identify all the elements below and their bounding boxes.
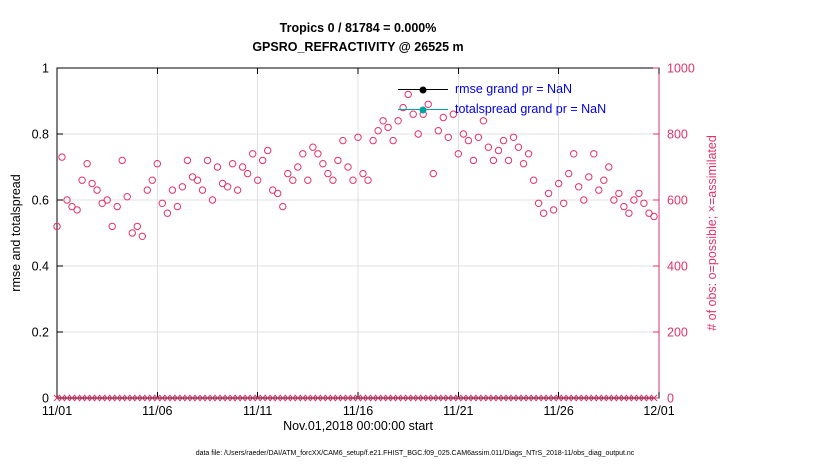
svg-text:600: 600: [667, 194, 688, 208]
totalspread-line-marker-icon: [398, 106, 448, 113]
legend-item-totalspread: totalspread grand pr = NaN: [398, 99, 606, 119]
svg-text:200: 200: [667, 326, 688, 340]
svg-text:400: 400: [667, 260, 688, 274]
svg-text:11/01: 11/01: [42, 404, 72, 418]
svg-text:0.2: 0.2: [32, 326, 49, 340]
axis-ticks: [56, 67, 660, 399]
svg-text:1: 1: [42, 62, 49, 76]
svg-text:11/16: 11/16: [343, 404, 373, 418]
x-axis-label: Nov.01,2018 00:00:00 start: [283, 419, 433, 433]
svg-text:0.4: 0.4: [32, 260, 49, 274]
chart-title-line2: GPSRO_REFRACTIVITY @ 26525 m: [252, 40, 464, 54]
data-file-footer: data file: /Users/raeder/DAI/ATM_forcXX/…: [195, 450, 635, 457]
svg-text:0.8: 0.8: [32, 128, 49, 142]
svg-text:11/21: 11/21: [443, 404, 473, 418]
svg-text:11/06: 11/06: [142, 404, 172, 418]
svg-text:0.6: 0.6: [32, 194, 49, 208]
svg-text:11/26: 11/26: [543, 404, 573, 418]
y-axis-right-label: # of obs: o=possible; ×=assimilated: [705, 135, 719, 331]
possible-obs-points: [53, 90, 658, 241]
legend: rmse grand pr = NaN totalspread grand pr…: [398, 79, 606, 119]
legend-item-rmse: rmse grand pr = NaN: [398, 79, 606, 99]
svg-text:12/01: 12/01: [643, 404, 674, 418]
legend-label-rmse: rmse grand pr = NaN: [455, 82, 573, 96]
svg-text:800: 800: [667, 128, 688, 142]
chart-title-line1: Tropics 0 / 81784 = 0.000%: [279, 21, 437, 35]
tick-labels: 11/01 11/06 11/11 11/16 11/21 11/26 12/0100.20…: [32, 62, 695, 419]
svg-text:1000: 1000: [667, 62, 695, 76]
rmse-line-marker-icon: [398, 86, 448, 93]
assimilated-obs-points: [53, 394, 658, 402]
y-axis-left-label: rmse and totalspread: [9, 174, 23, 292]
svg-text:0: 0: [667, 392, 674, 406]
svg-text:0: 0: [42, 392, 49, 406]
svg-text:11/11: 11/11: [243, 404, 272, 418]
legend-label-totalspread: totalspread grand pr = NaN: [455, 102, 607, 116]
